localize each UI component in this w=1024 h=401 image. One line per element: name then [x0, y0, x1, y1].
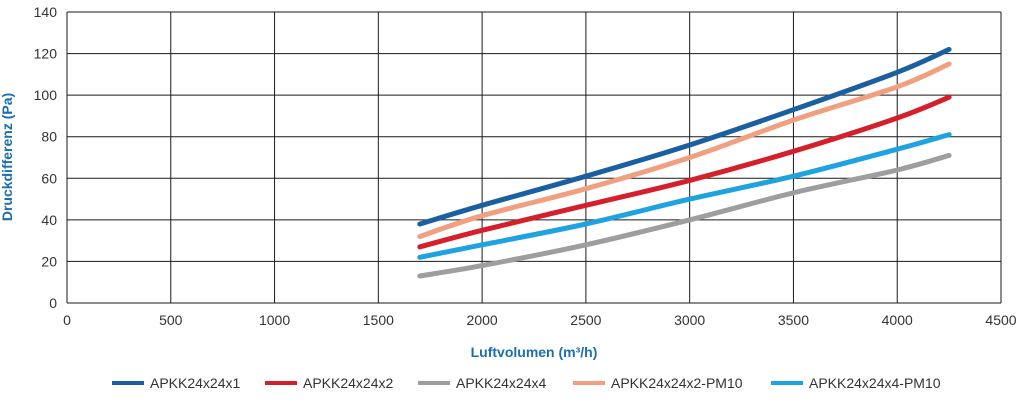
x-tick-label: 2500: [570, 312, 601, 328]
x-tick-label: 0: [63, 312, 71, 328]
legend-label: APKK24x24x4: [456, 375, 546, 391]
legend-item: APKK24x24x2: [265, 375, 393, 391]
x-tick-label: 3000: [674, 312, 705, 328]
legend-item: APKK24x24x1: [112, 375, 240, 391]
legend-item: APKK24x24x4-PM10: [771, 375, 941, 391]
y-axis-title: Druckdifferenz (Pa): [0, 93, 15, 221]
x-tick-label: 1500: [363, 312, 394, 328]
series-line-apkk24x24x4-pm10: [417, 132, 952, 260]
series-line-apkk24x24x2-pm10: [417, 61, 952, 239]
x-tick-label: 3500: [778, 312, 809, 328]
series-line-apkk24x24x4: [417, 152, 952, 279]
y-tick-label: 60: [41, 170, 57, 186]
x-tick-label: 500: [159, 312, 183, 328]
x-tick-label: 4000: [882, 312, 913, 328]
x-tick-label: 2000: [467, 312, 498, 328]
legend-item: APKK24x24x4: [418, 375, 546, 391]
tick-labels: 0 500 1000 1500 2000 2500 3000 3500 4000 4500 0 20 4…: [34, 4, 1017, 328]
legend-label: APKK24x24x4-PM10: [809, 375, 941, 391]
x-axis-title: Luftvolumen (m³/h): [471, 344, 598, 360]
legend: APKK24x24x1 APKK24x24x2 APKK24x24x4 APKK24x…: [112, 375, 941, 391]
y-tick-label: 20: [41, 253, 57, 269]
series-line-apkk24x24x2: [417, 94, 952, 250]
legend-item: APKK24x24x2-PM10: [573, 375, 743, 391]
y-tick-label: 0: [49, 295, 57, 311]
series-line-apkk24x24x1: [417, 46, 952, 227]
y-tick-label: 80: [41, 129, 57, 145]
series-lines: [417, 46, 952, 279]
x-tick-label: 1000: [259, 312, 290, 328]
y-tick-label: 120: [34, 46, 58, 62]
x-tick-label: 4500: [985, 312, 1016, 328]
legend-label: APKK24x24x2-PM10: [611, 375, 743, 391]
y-tick-label: 40: [41, 212, 57, 228]
legend-label: APKK24x24x1: [150, 375, 240, 391]
y-tick-label: 140: [34, 4, 58, 20]
y-tick-label: 100: [34, 87, 58, 103]
legend-label: APKK24x24x2: [303, 375, 393, 391]
